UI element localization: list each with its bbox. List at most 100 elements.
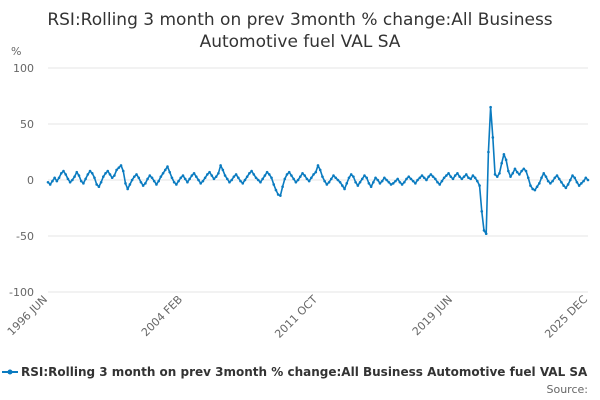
data-point[interactable]: [571, 174, 574, 177]
data-point[interactable]: [139, 180, 143, 184]
data-point[interactable]: [135, 173, 138, 176]
data-point[interactable]: [498, 171, 501, 175]
data-point[interactable]: [507, 169, 510, 173]
data-point[interactable]: [338, 180, 342, 184]
data-point[interactable]: [400, 183, 404, 186]
data-point[interactable]: [71, 178, 74, 182]
data-point[interactable]: [458, 175, 461, 178]
data-point[interactable]: [210, 174, 214, 177]
data-point[interactable]: [206, 173, 209, 176]
data-point[interactable]: [524, 169, 528, 173]
data-point[interactable]: [434, 177, 437, 181]
data-point[interactable]: [186, 180, 189, 184]
data-point[interactable]: [509, 175, 512, 178]
data-point[interactable]: [250, 169, 253, 173]
data-point[interactable]: [354, 180, 357, 184]
data-point[interactable]: [259, 180, 262, 184]
data-point[interactable]: [217, 171, 220, 175]
data-point[interactable]: [48, 183, 52, 186]
data-point[interactable]: [389, 183, 393, 186]
data-point[interactable]: [387, 180, 391, 184]
data-point[interactable]: [161, 171, 165, 175]
data-point[interactable]: [106, 169, 110, 173]
data-point[interactable]: [546, 179, 550, 183]
data-point[interactable]: [79, 179, 83, 183]
data-point[interactable]: [99, 180, 103, 184]
data-point[interactable]: [314, 170, 318, 174]
data-point[interactable]: [383, 176, 386, 180]
data-point[interactable]: [347, 176, 351, 180]
data-point[interactable]: [285, 173, 289, 176]
data-point[interactable]: [219, 164, 222, 167]
data-point[interactable]: [68, 180, 72, 184]
data-point[interactable]: [128, 183, 132, 186]
data-point[interactable]: [124, 182, 127, 185]
data-point[interactable]: [208, 170, 211, 174]
data-point[interactable]: [172, 180, 176, 184]
data-point[interactable]: [232, 175, 236, 178]
data-point[interactable]: [283, 177, 287, 181]
data-point[interactable]: [533, 188, 537, 192]
data-point[interactable]: [252, 173, 256, 176]
data-point[interactable]: [456, 171, 459, 175]
data-point[interactable]: [292, 177, 295, 181]
data-point[interactable]: [86, 173, 90, 176]
data-point[interactable]: [551, 179, 554, 183]
legend[interactable]: RSI:Rolling 3 month on prev 3month % cha…: [2, 365, 588, 379]
data-point[interactable]: [57, 176, 61, 180]
data-point[interactable]: [445, 174, 448, 177]
data-point[interactable]: [192, 171, 196, 175]
data-point[interactable]: [301, 171, 304, 175]
data-point[interactable]: [166, 165, 169, 168]
data-point[interactable]: [380, 179, 384, 183]
data-point[interactable]: [447, 171, 450, 175]
data-point[interactable]: [495, 175, 499, 178]
data-point[interactable]: [108, 173, 112, 176]
data-point[interactable]: [281, 185, 284, 189]
data-point[interactable]: [119, 164, 123, 167]
data-point[interactable]: [268, 173, 271, 176]
data-point[interactable]: [53, 176, 56, 180]
data-point[interactable]: [159, 175, 163, 178]
data-point[interactable]: [77, 174, 81, 177]
data-point[interactable]: [471, 174, 475, 177]
data-point[interactable]: [197, 178, 200, 182]
data-point[interactable]: [248, 171, 251, 175]
data-point[interactable]: [199, 182, 202, 185]
data-point[interactable]: [467, 176, 470, 180]
data-point[interactable]: [531, 187, 534, 191]
data-point[interactable]: [511, 171, 515, 175]
data-point[interactable]: [327, 180, 331, 184]
data-point[interactable]: [84, 177, 87, 181]
data-point[interactable]: [422, 176, 426, 180]
data-point[interactable]: [575, 180, 579, 184]
data-point[interactable]: [102, 175, 105, 178]
data-point[interactable]: [442, 176, 446, 180]
data-point[interactable]: [425, 178, 428, 182]
data-point[interactable]: [239, 179, 242, 183]
data-point[interactable]: [349, 173, 353, 176]
data-point[interactable]: [529, 184, 532, 187]
data-point[interactable]: [418, 176, 422, 180]
data-point[interactable]: [329, 177, 333, 181]
data-point[interactable]: [95, 183, 98, 186]
data-point[interactable]: [305, 177, 309, 181]
data-point[interactable]: [201, 179, 205, 183]
data-point[interactable]: [493, 173, 497, 176]
data-point[interactable]: [73, 175, 76, 178]
data-point[interactable]: [391, 182, 395, 185]
data-point[interactable]: [440, 179, 444, 183]
data-point[interactable]: [168, 170, 172, 174]
data-point[interactable]: [555, 174, 559, 177]
data-point[interactable]: [582, 179, 585, 183]
data-point[interactable]: [287, 170, 291, 174]
data-point[interactable]: [518, 173, 521, 176]
data-point[interactable]: [336, 178, 340, 182]
data-point[interactable]: [487, 150, 490, 154]
data-point[interactable]: [152, 179, 156, 183]
data-point[interactable]: [312, 173, 315, 176]
data-point[interactable]: [177, 179, 180, 183]
data-point[interactable]: [396, 177, 399, 181]
data-point[interactable]: [62, 169, 65, 173]
data-point[interactable]: [104, 171, 107, 175]
